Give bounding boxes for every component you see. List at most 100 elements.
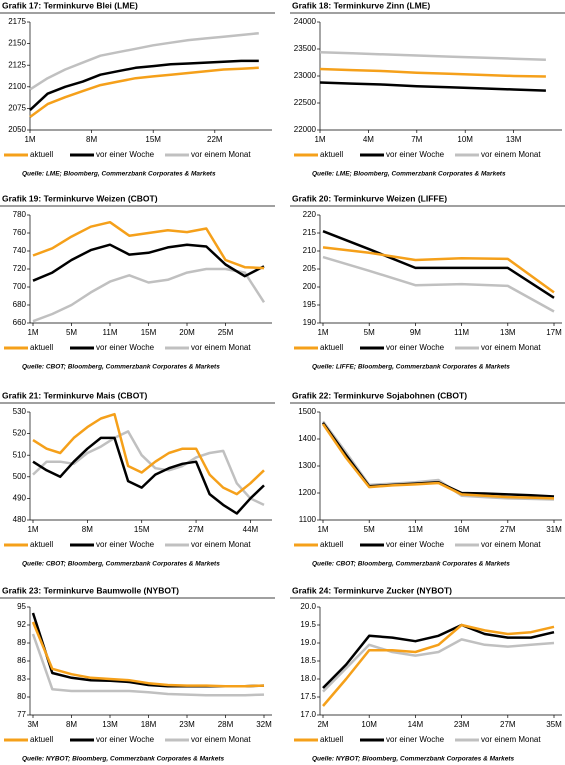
- x-tick-label: 2M: [317, 720, 328, 729]
- legend-label: vor einem Monat: [191, 343, 251, 352]
- y-tick-label: 80: [17, 692, 26, 701]
- source: Quelle: NYBOT; Bloomberg, Commerzbank Co…: [312, 756, 515, 763]
- y-tick-label: 205: [303, 264, 317, 273]
- series-line: [31, 621, 265, 688]
- y-tick-label: 20.0: [300, 602, 316, 611]
- legend-label: aktuell: [30, 343, 53, 352]
- legend-label: vor einer Woche: [96, 150, 155, 159]
- y-tick-label: 480: [13, 515, 27, 524]
- x-tick-label: 1M: [27, 525, 38, 534]
- y-tick-label: 190: [303, 318, 317, 327]
- y-tick-label: 83: [17, 674, 26, 683]
- legend-label: aktuell: [320, 540, 343, 549]
- y-tick-label: 89: [17, 638, 26, 647]
- series-line: [322, 230, 555, 299]
- x-tick-label: 11M: [408, 525, 423, 534]
- series-line: [29, 66, 259, 119]
- y-tick-label: 1100: [299, 515, 317, 524]
- y-tick-label: 2125: [8, 60, 26, 69]
- chart-title: Grafik 22: Terminkurve Sojabohnen (CBOT): [292, 390, 467, 400]
- series-line: [321, 423, 555, 500]
- x-tick-label: 1M: [27, 328, 38, 337]
- legend-label: aktuell: [320, 150, 343, 159]
- title-rule: [290, 402, 565, 404]
- legend-label: vor einer Woche: [386, 540, 445, 549]
- y-tick-label: 210: [303, 246, 317, 255]
- y-tick-label: 2175: [8, 17, 26, 26]
- legend-label: vor einem Monat: [481, 735, 541, 744]
- x-tick-label: 31M: [546, 525, 562, 534]
- y-tick-label: 740: [13, 246, 27, 255]
- series-line: [319, 50, 546, 62]
- x-tick-label: 10M: [457, 135, 473, 144]
- x-tick-label: 44M: [243, 525, 259, 534]
- y-tick-label: 18.0: [300, 674, 316, 683]
- x-tick-label: 8M: [86, 135, 97, 144]
- x-tick-label: 8M: [82, 525, 93, 534]
- y-tick-label: 18.5: [300, 656, 316, 665]
- x-tick-label: 11M: [454, 328, 469, 337]
- legend-label: vor einer Woche: [96, 343, 155, 352]
- legend-label: aktuell: [320, 343, 343, 352]
- source: Quelle: LME; Bloomberg, Commerzbank Corp…: [312, 171, 506, 178]
- y-tick-label: 200: [303, 282, 317, 291]
- x-tick-label: 13M: [506, 135, 522, 144]
- y-tick-label: 660: [13, 318, 27, 327]
- legend-label: vor einem Monat: [481, 150, 541, 159]
- y-tick-label: 2150: [8, 39, 26, 48]
- x-tick-label: 15M: [145, 135, 161, 144]
- x-tick-label: 32M: [256, 720, 272, 729]
- x-tick-label: 1M: [317, 328, 328, 337]
- y-tick-label: 2100: [8, 82, 26, 91]
- x-tick-label: 23M: [454, 720, 470, 729]
- y-tick-label: 19.5: [300, 620, 316, 629]
- y-tick-label: 95: [17, 602, 26, 611]
- legend-label: vor einer Woche: [386, 150, 445, 159]
- y-tick-label: 215: [303, 228, 317, 237]
- y-tick-label: 17.5: [300, 692, 316, 701]
- series-line: [322, 623, 555, 707]
- x-tick-label: 11M: [103, 328, 118, 337]
- legend-label: vor einer Woche: [96, 540, 155, 549]
- title-rule: [290, 12, 565, 14]
- y-tick-label: 220: [303, 210, 317, 219]
- legend-label: aktuell: [30, 540, 53, 549]
- x-tick-label: 27M: [500, 720, 516, 729]
- series-line: [29, 59, 259, 112]
- x-tick-label: 25M: [218, 328, 234, 337]
- x-tick-label: 27M: [188, 525, 204, 534]
- y-tick-label: 195: [303, 300, 317, 309]
- x-tick-label: 5M: [364, 525, 375, 534]
- chart-title: Grafik 21: Terminkurve Mais (CBOT): [2, 390, 147, 400]
- legend-label: aktuell: [320, 735, 343, 744]
- x-tick-label: 16M: [454, 525, 470, 534]
- legend-label: vor einem Monat: [481, 343, 541, 352]
- chart-title: Grafik 20: Terminkurve Weizen (LIFFE): [292, 193, 447, 203]
- y-tick-label: 500: [13, 472, 27, 481]
- y-tick-label: 22000: [294, 125, 317, 134]
- x-tick-label: 23M: [179, 720, 195, 729]
- chart-title: Grafik 24: Terminkurve Zucker (NYBOT): [292, 585, 452, 595]
- chart-title: Grafik 19: Terminkurve Weizen (CBOT): [2, 193, 158, 203]
- y-tick-label: 1500: [298, 407, 316, 416]
- legend-label: vor einem Monat: [191, 540, 251, 549]
- x-tick-label: 13M: [102, 720, 118, 729]
- y-tick-label: 720: [13, 264, 27, 273]
- x-tick-label: 13M: [500, 328, 516, 337]
- x-tick-label: 27M: [500, 525, 516, 534]
- x-tick-label: 15M: [134, 525, 150, 534]
- title-rule: [0, 402, 275, 404]
- y-tick-label: 24000: [294, 17, 317, 26]
- x-tick-label: 35M: [546, 720, 562, 729]
- y-tick-label: 23000: [294, 71, 317, 80]
- y-tick-label: 22500: [294, 98, 317, 107]
- series-line: [319, 67, 546, 78]
- x-tick-label: 18M: [141, 720, 157, 729]
- series-line: [29, 31, 259, 91]
- series-line: [32, 220, 265, 270]
- legend-label: vor einem Monat: [191, 150, 251, 159]
- series-line: [322, 623, 555, 689]
- legend-label: vor einem Monat: [481, 540, 541, 549]
